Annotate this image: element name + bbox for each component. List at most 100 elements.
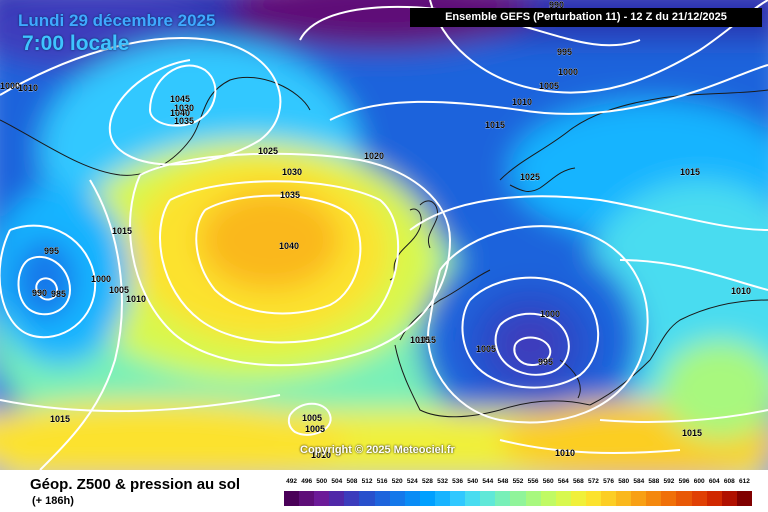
isobar-label: 1005 — [539, 81, 559, 91]
legend-swatch — [299, 491, 315, 506]
legend-swatch — [525, 491, 541, 506]
legend-swatch — [450, 491, 466, 506]
legend-value-label: 584 — [633, 478, 645, 485]
legend-swatch — [329, 491, 345, 506]
isobar-label: 1015 — [416, 335, 436, 345]
legend-swatch — [736, 491, 752, 506]
legend-value-label: 612 — [739, 478, 750, 485]
legend-value-label: 604 — [708, 478, 720, 485]
isobar-label: 985 — [51, 289, 66, 299]
legend-value-label: 576 — [603, 478, 615, 485]
isobar-label: 990 — [32, 288, 47, 298]
isobar-label: 1040 — [170, 108, 190, 118]
legend-value-label: 544 — [482, 478, 494, 485]
legend-value-label: 588 — [648, 478, 660, 485]
isobar-label: 1010 — [18, 83, 38, 93]
legend-value-label: 580 — [618, 478, 630, 485]
legend-value-label: 508 — [346, 478, 358, 485]
legend-value-label: 512 — [361, 478, 373, 485]
legend-swatch — [540, 491, 556, 506]
isobar-label: 995 — [44, 246, 59, 256]
legend-value-label: 528 — [421, 478, 433, 485]
legend-swatch — [570, 491, 586, 506]
coastlines — [0, 76, 768, 418]
isobar-label: 1035 — [280, 190, 300, 200]
legend-swatch — [284, 491, 300, 506]
variable-title: Géop. Z500 & pression au sol — [30, 476, 241, 493]
legend-swatch — [480, 491, 496, 506]
isobar-label: 1000 — [540, 309, 560, 319]
legend-swatch — [314, 491, 330, 506]
legend-swatch — [646, 491, 662, 506]
legend-value-label: 492 — [286, 478, 297, 485]
legend-value-label: 516 — [376, 478, 388, 485]
legend-value-label: 556 — [527, 478, 539, 485]
forecast-step: (+ 186h) — [32, 495, 74, 507]
legend-swatch — [389, 491, 405, 506]
isobar-label: 995 — [557, 47, 572, 57]
isobar-label: 1015 — [680, 167, 700, 177]
isobar-label: 995 — [538, 357, 553, 367]
isobar-label: 1005 — [305, 424, 325, 434]
isobar-label: 1015 — [485, 120, 505, 130]
legend-scale-labels: 492 496 500 504 508 512 516 520 524 528 532 536 540 5… — [284, 478, 752, 490]
legend-value-label: 596 — [678, 478, 690, 485]
legend-swatch — [706, 491, 722, 506]
isobar-label: 1000 — [91, 274, 111, 284]
isobar-label: 1025 — [520, 172, 540, 182]
isobar-label: 1000 — [0, 81, 20, 91]
legend-value-label: 496 — [301, 478, 313, 485]
legend-swatch — [616, 491, 632, 506]
isobar-label: 990 — [549, 0, 564, 10]
isobar-label: 1015 — [682, 428, 702, 438]
legend-swatch — [555, 491, 571, 506]
legend-value-label: 608 — [723, 478, 735, 485]
isobar-label: 1040 — [279, 241, 299, 251]
isobar-label: 1015 — [410, 335, 430, 345]
isobar-labels: 990 995 1000 1005 1010 1015 1000 1010 10… — [0, 0, 751, 460]
isobar-label: 1010 — [512, 97, 532, 107]
isobar-label: 1030 — [174, 103, 194, 113]
legend-swatch — [600, 491, 617, 506]
model-run-info: Ensemble GEFS (Perturbation 11) - 12 Z d… — [410, 8, 762, 27]
legend-swatch — [631, 491, 647, 506]
legend-swatch — [676, 491, 692, 506]
isobar-label: 1000 — [558, 67, 578, 77]
forecast-local-time: 7:00 locale — [22, 32, 130, 55]
legend-swatch — [359, 491, 375, 506]
isobar-label: 1020 — [364, 151, 384, 161]
isobar-label: 1005 — [476, 344, 496, 354]
legend-swatch — [434, 491, 451, 506]
isobar-label: 1030 — [282, 167, 302, 177]
forecast-date: Lundi 29 décembre 2025 — [18, 11, 216, 30]
isobar-label: 1045 — [170, 94, 190, 104]
isobar-label: 1005 — [109, 285, 129, 295]
isobar-label: 1015 — [112, 226, 132, 236]
isobar-label: 1010 — [126, 294, 146, 304]
legend-swatch — [404, 491, 420, 506]
isobar-label: 1015 — [50, 414, 70, 424]
legend-value-label: 568 — [572, 478, 584, 485]
legend-swatch — [691, 491, 707, 506]
legend-value-label: 552 — [512, 478, 524, 485]
legend-swatch — [585, 491, 601, 506]
isobar-label: 1010 — [731, 286, 751, 296]
legend-value-label: 540 — [467, 478, 479, 485]
legend-value-label: 524 — [406, 478, 418, 485]
legend-color-bar — [284, 491, 752, 506]
legend-value-label: 548 — [497, 478, 509, 485]
legend-swatch — [419, 491, 435, 506]
legend-swatch — [465, 491, 481, 506]
legend-value-label: 504 — [331, 478, 343, 485]
legend-swatch — [495, 491, 511, 506]
legend-value-label: 520 — [391, 478, 403, 485]
weather-map: 990 995 1000 1005 1010 1015 1000 1010 10… — [0, 0, 768, 470]
legend-value-label: 564 — [557, 478, 569, 485]
isobar-label: 1010 — [555, 448, 575, 458]
legend-value-label: 532 — [437, 478, 448, 485]
legend-value-label: 560 — [542, 478, 554, 485]
legend-swatch — [510, 491, 526, 506]
isobar-label: 1025 — [258, 146, 278, 156]
isobars — [0, 0, 768, 470]
isobar-label: 1035 — [174, 116, 194, 126]
